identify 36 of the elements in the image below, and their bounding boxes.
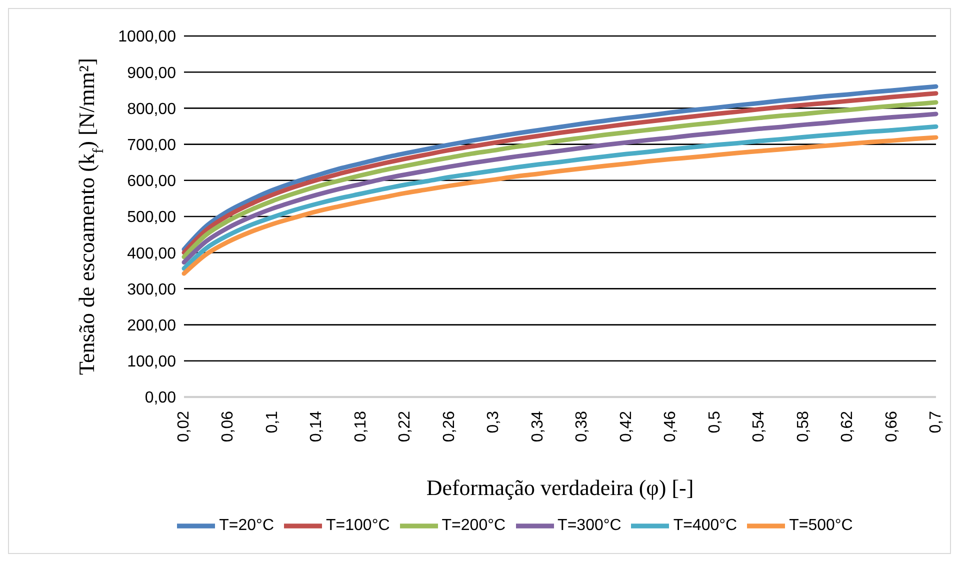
y-tick-label: 800,00	[127, 100, 176, 118]
legend-label: T=400°C	[673, 517, 738, 534]
y-tick-label: 400,00	[127, 245, 176, 262]
x-tick-label: 0,5	[706, 410, 724, 434]
x-tick-label: 0,02	[176, 410, 192, 442]
y-tick-label: 0,00	[144, 390, 176, 407]
x-tick-label: 0,58	[794, 410, 812, 442]
x-tick-label: 0,34	[529, 410, 546, 442]
y-tick-label: 500,00	[127, 209, 176, 226]
x-tick-label: 0,62	[839, 410, 856, 442]
x-tick-label: 0,18	[352, 410, 370, 442]
y-tick-label: 100,00	[127, 354, 176, 371]
y-tick-label: 900,00	[127, 64, 176, 82]
x-tick-label: 0,54	[750, 410, 768, 442]
legend-label: T=300°C	[558, 517, 622, 534]
x-tick-label: 0,26	[440, 410, 458, 442]
y-tick-label: 700,00	[127, 136, 176, 154]
x-tick-label: 0,22	[396, 410, 414, 442]
x-tick-label: 0,38	[574, 410, 591, 442]
x-tick-label: 0,7	[928, 410, 944, 434]
x-tick-label: 0,06	[220, 410, 237, 442]
legend-label: T=200°C	[442, 517, 506, 534]
x-tick-label: 0,42	[618, 410, 635, 442]
x-tick-label: 0,3	[485, 410, 502, 434]
legend-label: T=500°C	[789, 517, 853, 534]
x-tick-label: 0,46	[662, 410, 680, 442]
y-tick-label: 300,00	[127, 281, 176, 298]
y-tick-label: 600,00	[127, 173, 176, 190]
x-tick-label: 0,1	[264, 410, 281, 434]
y-tick-label: 200,00	[127, 317, 176, 334]
x-tick-label: 0,66	[883, 410, 900, 442]
x-axis-title: Deformação verdadeira (φ) [-]	[426, 475, 694, 500]
y-tick-label: 1000,00	[118, 28, 176, 46]
x-tick-label: 0,14	[308, 410, 326, 442]
legend-label: T=100°C	[326, 517, 390, 534]
legend-label: T=20°C	[219, 517, 274, 534]
